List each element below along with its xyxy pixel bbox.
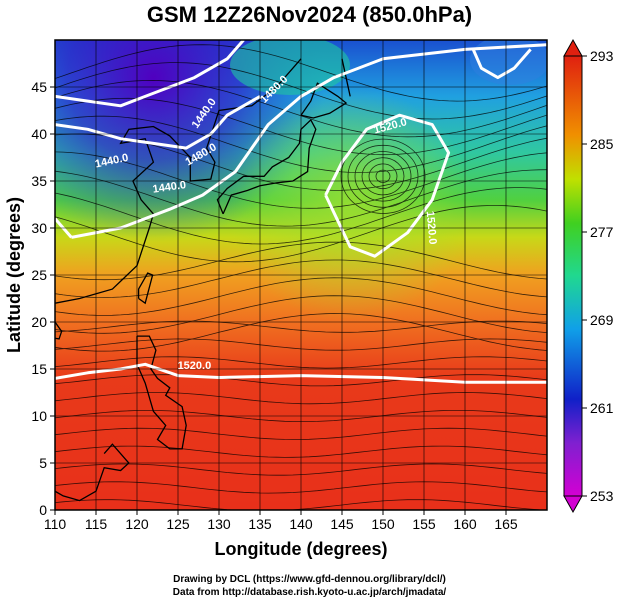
height-contour	[471, 48, 532, 80]
colorbar-tick-label: 277	[590, 224, 614, 240]
y-tick-label: 30	[31, 220, 47, 236]
y-axis-title: Latitude (degrees)	[4, 197, 24, 353]
colorbar-tick-label: 253	[590, 488, 614, 504]
x-tick-label: 135	[248, 516, 272, 532]
y-tick-label: 20	[31, 314, 47, 330]
colorbar-tick-label: 293	[590, 48, 614, 64]
y-tick-label: 15	[31, 361, 47, 377]
coastline	[136, 335, 187, 450]
height-contour	[55, 95, 261, 150]
contour-label: 1520.0	[178, 360, 212, 372]
y-tick-label: 45	[31, 79, 47, 95]
y-tick-label: 5	[39, 455, 47, 471]
colorbar-max-arrow	[563, 38, 583, 57]
x-tick-label: 120	[125, 516, 149, 532]
x-tick-label: 155	[412, 516, 436, 532]
y-tick-label: 40	[31, 126, 47, 142]
height-contour	[324, 113, 451, 258]
x-tick-label: 110	[44, 516, 67, 532]
y-tick-label: 10	[31, 408, 47, 424]
x-axis-title: Longitude (degrees)	[214, 539, 387, 559]
colorbar-tick-label: 269	[590, 312, 614, 328]
contour-label: 1520.0	[424, 210, 439, 245]
map-title: GSM 12Z26Nov2024 (850.0hPa)	[146, 2, 473, 27]
x-tick-label: 140	[289, 516, 313, 532]
x-tick-label: 150	[371, 516, 395, 532]
colorbar-tick-label: 285	[590, 136, 614, 152]
x-tick-label: 160	[453, 516, 477, 532]
x-tick-label: 165	[494, 516, 518, 532]
y-tick-label: 25	[31, 267, 47, 283]
colorbar-min-arrow	[563, 495, 583, 514]
x-tick-label: 125	[166, 516, 190, 532]
colorbar-tick-label: 261	[590, 400, 614, 416]
temperature-field	[55, 40, 547, 510]
coastline	[55, 321, 63, 340]
height-contour	[71, 43, 547, 239]
x-tick-label: 115	[85, 516, 108, 532]
colorbar: 253 261 269 277 285 293	[563, 38, 614, 514]
coastline	[137, 272, 154, 305]
x-tick-label: 145	[330, 516, 354, 532]
credit-data-source: Data from http://database.rish.kyoto-u.a…	[172, 587, 447, 598]
coastline	[55, 443, 130, 502]
x-tick-label: 130	[207, 516, 231, 532]
contour-label: 1440.0	[152, 179, 187, 196]
coastline	[341, 58, 351, 97]
y-tick-label: 35	[31, 173, 47, 189]
credit-drawing: Drawing by DCL (https://www.gfd-dennou.o…	[173, 574, 446, 585]
y-tick-label: 0	[39, 502, 47, 518]
